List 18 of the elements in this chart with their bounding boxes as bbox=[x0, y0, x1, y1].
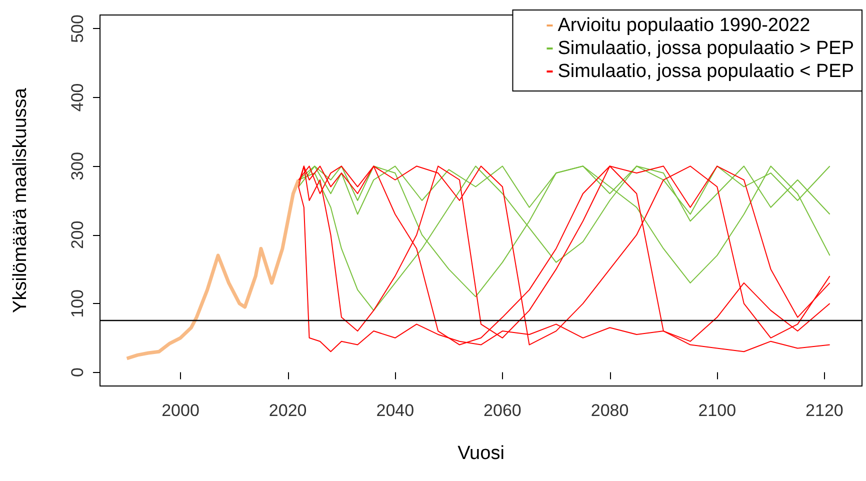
y-tick-label: 0 bbox=[68, 368, 87, 377]
y-tick-label: 100 bbox=[68, 289, 87, 318]
x-tick-label: 2120 bbox=[806, 401, 844, 420]
x-tick-label: 2100 bbox=[698, 401, 736, 420]
x-tick-label: 2060 bbox=[484, 401, 522, 420]
y-tick-label: 400 bbox=[68, 83, 87, 112]
x-tick-label: 2040 bbox=[376, 401, 414, 420]
x-tick-label: 2080 bbox=[590, 401, 629, 420]
legend-label: Arvioitu populaatio 1990-2022 bbox=[558, 15, 810, 36]
x-tick-label: 2020 bbox=[268, 401, 307, 420]
x-axis-title: Vuosi bbox=[458, 443, 504, 464]
x-tick-label: 2000 bbox=[162, 401, 200, 420]
y-tick-label: 300 bbox=[68, 152, 87, 180]
legend-label: Simulaatio, jossa populaatio < PEP bbox=[558, 61, 854, 82]
legend-label: Simulaatio, jossa populaatio > PEP bbox=[558, 38, 854, 59]
y-axis-title: Yksilömäärä maaliskuussa bbox=[10, 88, 31, 313]
y-tick-label: 500 bbox=[68, 14, 87, 43]
y-tick-label: 200 bbox=[68, 220, 87, 250]
